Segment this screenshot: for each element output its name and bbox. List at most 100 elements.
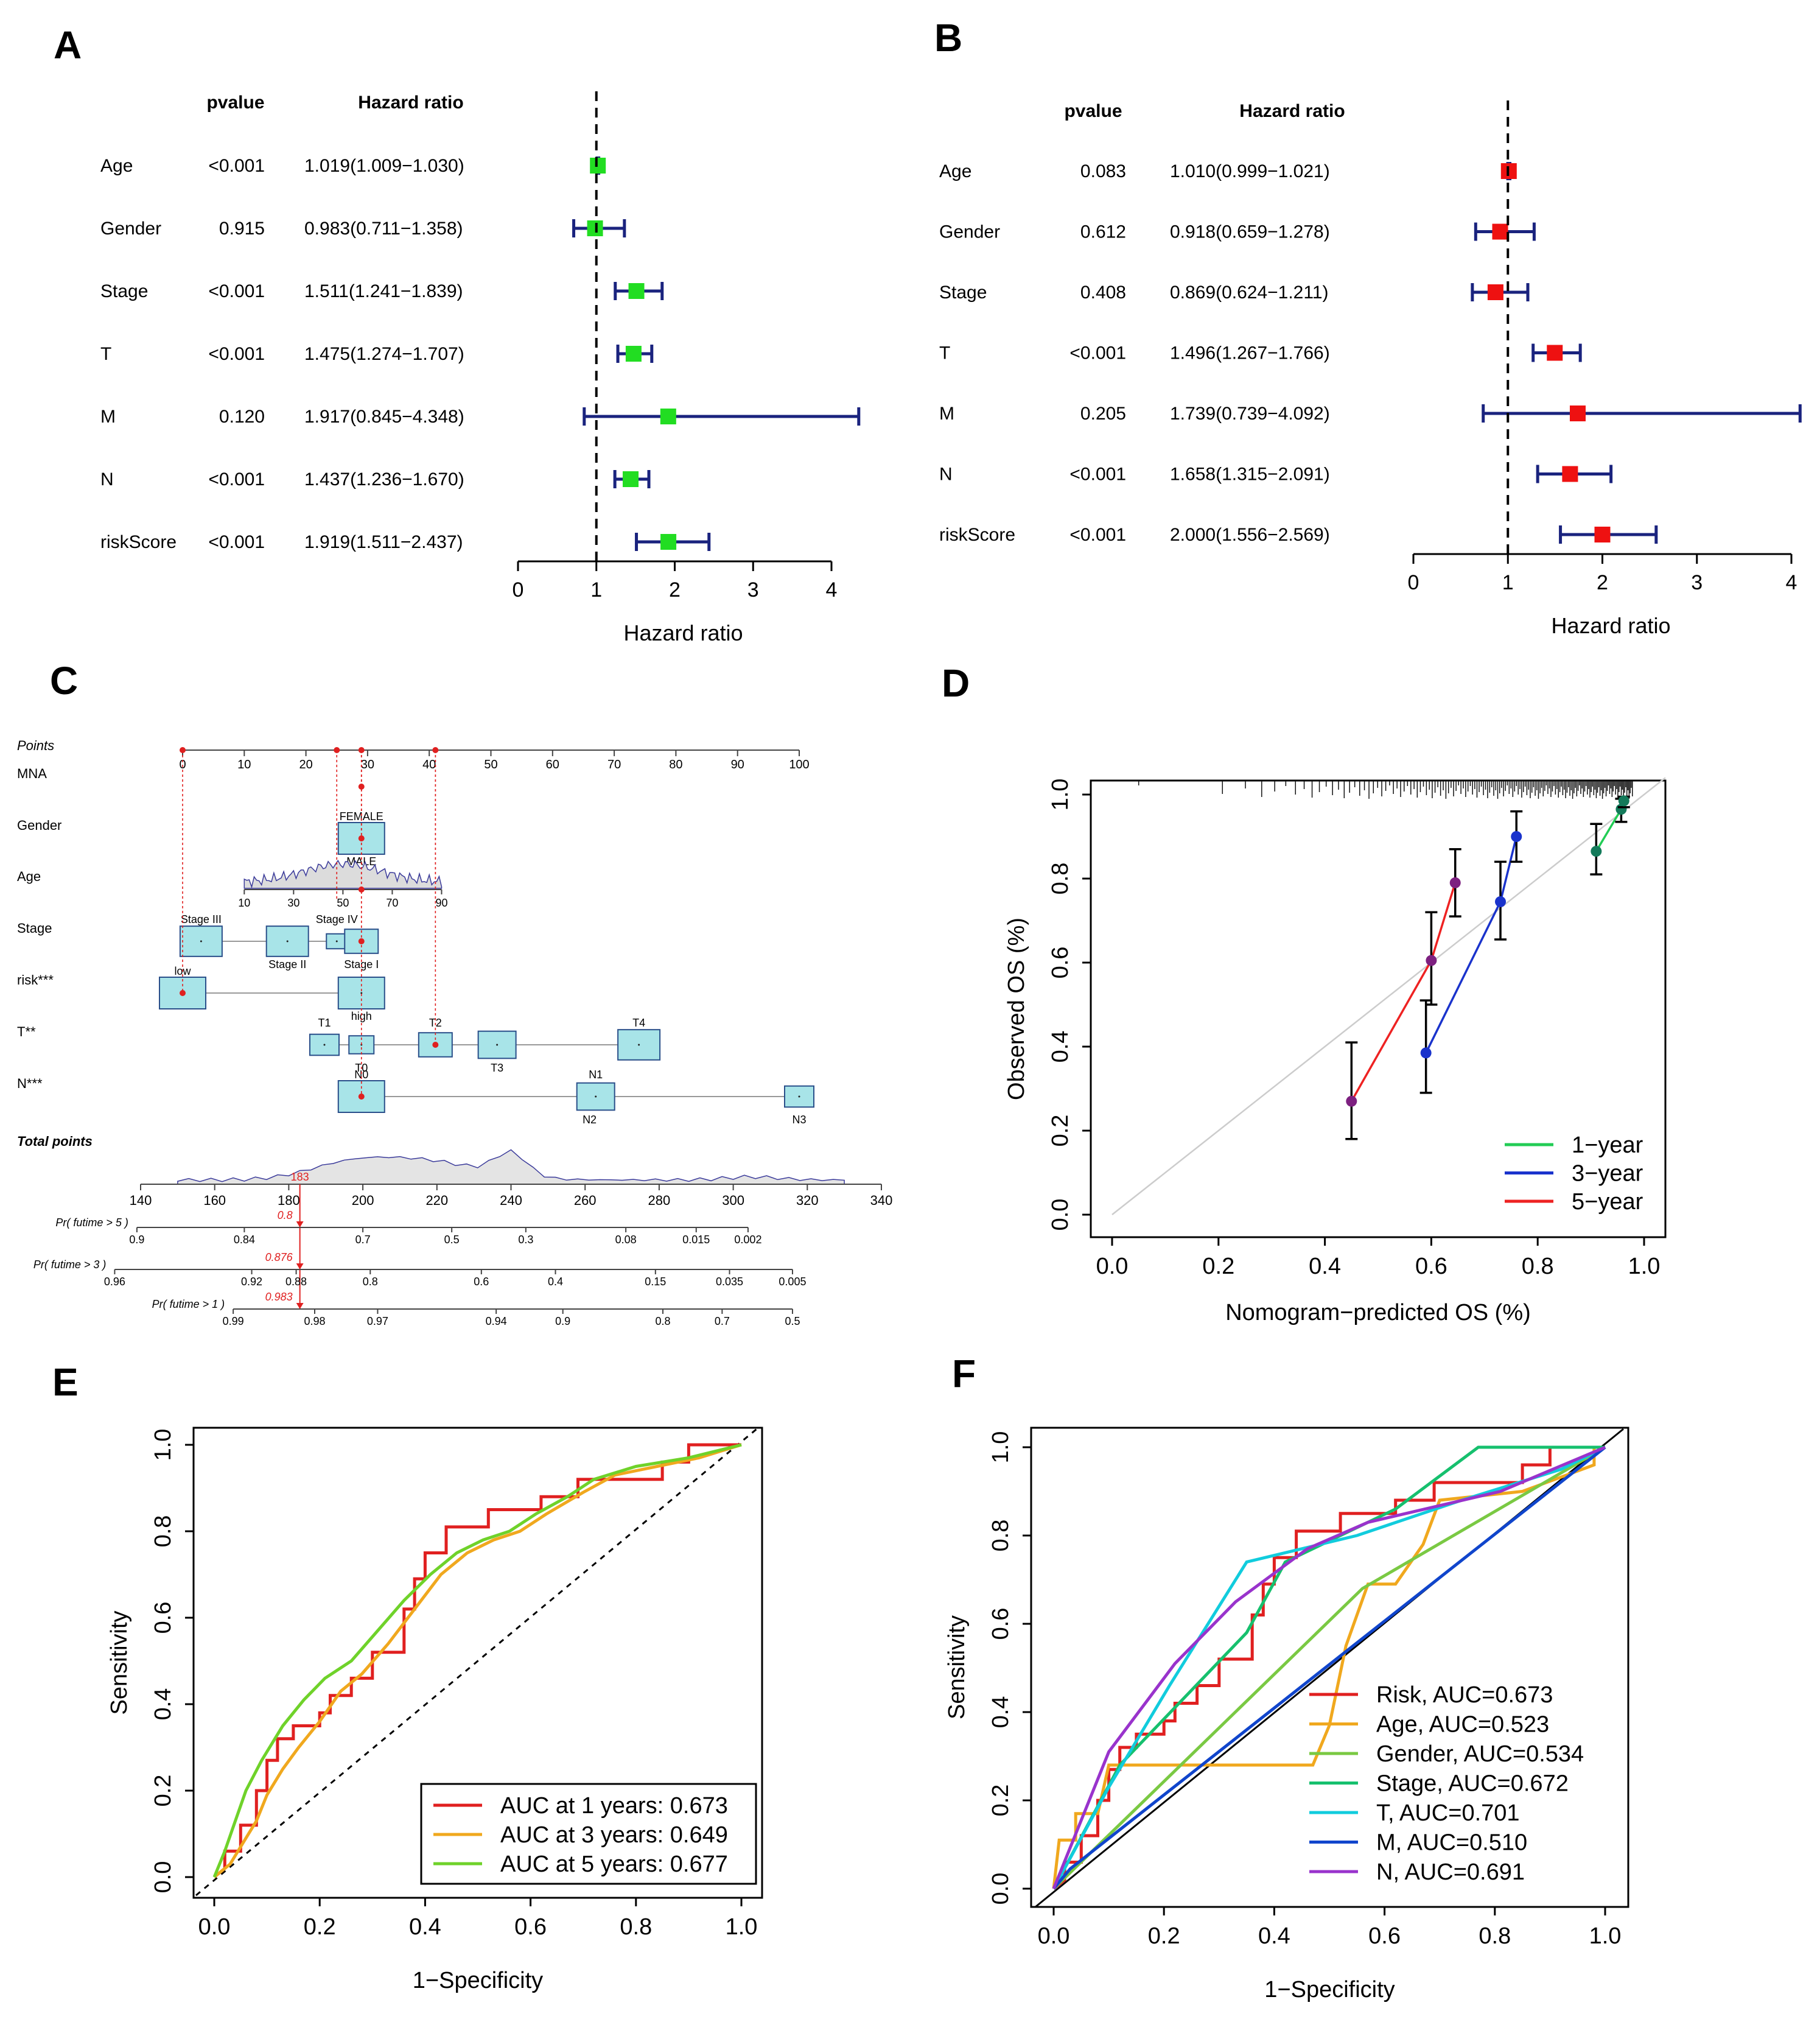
row-hazard-ratio-text: 1.010(0.999−1.021) <box>1170 161 1330 181</box>
x-tick-label: 0 <box>513 578 524 602</box>
total-points-density <box>177 1149 845 1185</box>
total-points-tick-label: 200 <box>352 1193 374 1208</box>
level-label: N3 <box>792 1114 806 1126</box>
plot-frame <box>192 1427 763 1899</box>
level-label: N0 <box>354 1069 368 1081</box>
points-tick-label: 50 <box>484 758 497 771</box>
roc-curve <box>212 1443 742 1878</box>
x-tick-label: 3 <box>1691 571 1703 594</box>
legend-label: T, AUC=0.701 <box>1376 1800 1520 1826</box>
hr-marker <box>625 346 642 362</box>
row-label: Gender <box>100 219 161 239</box>
header-hazard-ratio: Hazard ratio <box>1239 101 1345 121</box>
prob-tick-label: 0.99 <box>223 1315 244 1327</box>
panel-letter-d: D <box>942 661 970 705</box>
x-axis-label: 1−Specificity <box>413 1968 543 1993</box>
level-label: T1 <box>318 1017 331 1029</box>
x-axis-label: Nomogram−predicted OS (%) <box>1225 1300 1531 1325</box>
prob-tick-label: 0.5 <box>785 1315 800 1327</box>
row-pvalue: 0.915 <box>219 219 265 239</box>
prob-tick-label: 0.5 <box>444 1234 460 1246</box>
roc-curve <box>1052 1445 1606 1890</box>
variable-label: Stage <box>17 921 52 936</box>
roc-curve <box>1052 1446 1606 1890</box>
row-label: T <box>939 343 950 363</box>
y-tick-label: 1.0 <box>150 1429 176 1461</box>
calibration-plot: 0.0 0.2 0.4 0.6 0.8 1.0 0.0 0.2 0.4 0.6 0.8 1.0 Nomo… <box>1004 777 1667 1325</box>
x-tick-label: 0.4 <box>1309 1254 1341 1279</box>
y-tick-label: 1.0 <box>988 1431 1013 1464</box>
y-tick-label: 0.8 <box>988 1520 1013 1552</box>
row-label: Stage <box>939 283 987 303</box>
prob-tick-label: 0.98 <box>304 1315 325 1327</box>
x-tick-label: 0.2 <box>304 1914 336 1940</box>
y-tick-label: 0.6 <box>1048 947 1073 979</box>
prob-tick-label: 0.3 <box>518 1234 533 1246</box>
prob-arrow <box>296 1221 304 1227</box>
hr-marker <box>1547 345 1563 361</box>
row-pvalue: <0.001 <box>208 281 265 301</box>
total-points-tick-label: 280 <box>648 1193 671 1208</box>
prob-tick-label: 0.002 <box>734 1234 761 1246</box>
y-tick-label: 0.8 <box>150 1515 176 1548</box>
hr-marker <box>1594 527 1611 542</box>
row-label: M <box>100 407 116 427</box>
hr-marker <box>623 471 639 487</box>
row-label: Age <box>100 156 133 176</box>
prob-tick-label: 0.015 <box>682 1234 710 1246</box>
panel-letter-a: A <box>54 23 82 67</box>
row-hazard-ratio-text: 1.019(1.009−1.030) <box>304 156 464 176</box>
x-tick-label: 0.4 <box>1258 1923 1290 1949</box>
level-label: T3 <box>491 1062 503 1074</box>
age-density <box>243 859 443 889</box>
y-tick-label: 1.0 <box>1048 779 1073 811</box>
prob-tick-label: 0.15 <box>645 1276 666 1288</box>
row-label: Age <box>939 161 971 181</box>
nomogram: Points0102030405060708090100MNAGenderFEM… <box>17 738 892 1327</box>
level-label: Stage II <box>268 958 306 971</box>
prob-tick-label: 0.4 <box>548 1276 563 1288</box>
legend-label: 1−year <box>1572 1132 1643 1158</box>
x-tick-label: 0.2 <box>1148 1923 1180 1949</box>
y-tick-label: 0.0 <box>150 1861 176 1894</box>
points-marker <box>358 747 365 753</box>
row-hazard-ratio-text: 1.511(1.241−1.839) <box>304 281 463 301</box>
calibration-point <box>1618 795 1629 807</box>
row-pvalue: <0.001 <box>208 344 265 364</box>
level-label: Stage III <box>181 913 222 925</box>
header-pvalue: pvalue <box>206 93 264 113</box>
x-tick-label: 0.2 <box>1202 1254 1234 1279</box>
legend-label: Stage, AUC=0.672 <box>1376 1771 1569 1797</box>
variable-label: Age <box>17 869 41 884</box>
y-tick-label: 0.0 <box>1048 1199 1073 1231</box>
row-pvalue: <0.001 <box>208 532 265 552</box>
y-tick-label: 0.4 <box>150 1688 176 1721</box>
hr-marker <box>1492 223 1508 240</box>
plot-frame <box>1030 1427 1629 1908</box>
row-hazard-ratio-text: 0.983(0.711−1.358) <box>304 219 463 239</box>
row-label: riskScore <box>939 525 1015 545</box>
selected-level-point <box>358 1093 365 1100</box>
x-tick-label: 0.8 <box>1522 1254 1554 1279</box>
row-label: M <box>939 404 954 424</box>
legend-label: 5−year <box>1572 1189 1643 1215</box>
row-hazard-ratio-text: 1.496(1.267−1.766) <box>1170 343 1330 363</box>
prob-tick-label: 0.035 <box>716 1276 743 1288</box>
panel-letter-e: E <box>52 1360 79 1404</box>
x-tick-label: 0.0 <box>198 1914 231 1940</box>
selected-level-point <box>358 886 365 893</box>
variable-label: risk*** <box>17 972 54 988</box>
row-label: T <box>100 344 111 364</box>
y-tick-label: 0.2 <box>988 1785 1013 1817</box>
x-axis-label: Hazard ratio <box>623 620 743 645</box>
legend-label: Gender, AUC=0.534 <box>1376 1741 1584 1767</box>
x-tick-label: 1.0 <box>1628 1254 1661 1279</box>
total-points-tick-label: 300 <box>722 1193 744 1208</box>
total-points-tick-label: 140 <box>130 1193 152 1208</box>
row-pvalue: 0.205 <box>1080 404 1126 424</box>
prob-marked-value: 0.876 <box>265 1251 293 1263</box>
age-tick-label: 30 <box>287 897 299 909</box>
x-tick-label: 0.0 <box>1038 1923 1070 1949</box>
level-center <box>286 940 289 943</box>
